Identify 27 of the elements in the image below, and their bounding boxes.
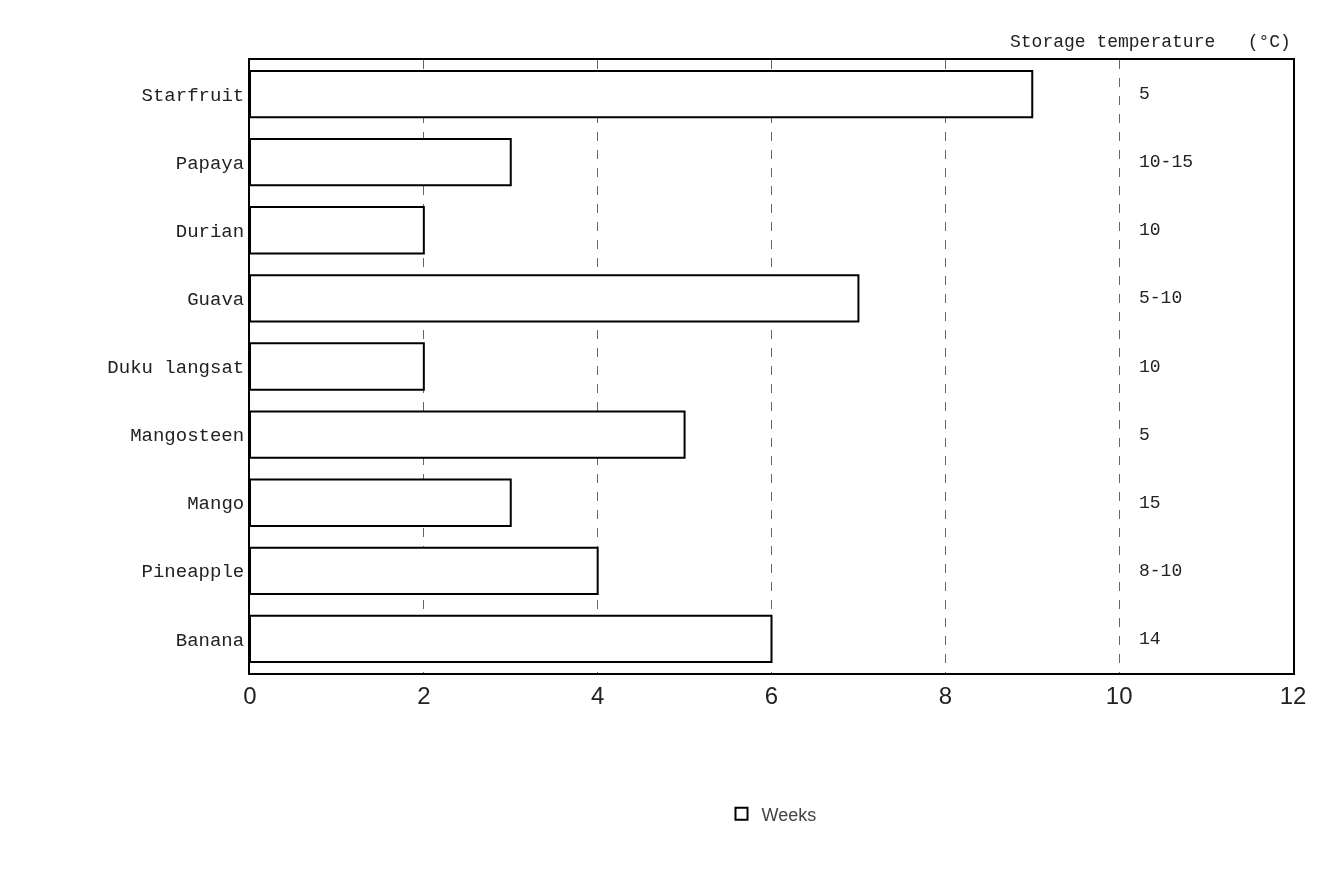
x-tick-label: 6 [764,681,779,709]
annotation: 15 [1139,493,1161,513]
annotation: 10-15 [1139,152,1194,172]
annotation: 5-10 [1139,288,1183,308]
x-tick-label: 0 [243,681,257,709]
annotation: 10 [1139,357,1161,377]
annotation: 10 [1139,220,1161,240]
legend-label: Weeks [761,804,817,825]
y-tick-label: Guava [187,289,245,312]
y-tick-label: Mango [187,493,245,516]
y-tick-label: Papaya [175,152,245,175]
annotation: 14 [1139,629,1161,649]
y-tick-label: Mangosteen [130,425,245,448]
y-tick-label: Durian [175,220,245,243]
annotation: 5 [1139,84,1150,104]
annotation: 5 [1139,425,1150,445]
y-tick-label: Pineapple [141,561,245,584]
y-tick-label: Starfruit [141,84,245,107]
annotation: 8-10 [1139,561,1183,581]
y-tick-label: Duku langsat [107,357,245,380]
text: Storage temperature (°C) [1010,32,1291,52]
x-tick-label: 8 [938,681,953,709]
y-tick-label: Banana [175,629,245,652]
x-tick-label: 4 [590,681,605,709]
x-tick-label: 10 [1105,681,1133,709]
x-tick-label: 2 [417,681,431,709]
x-tick-label: 12 [1279,681,1307,709]
